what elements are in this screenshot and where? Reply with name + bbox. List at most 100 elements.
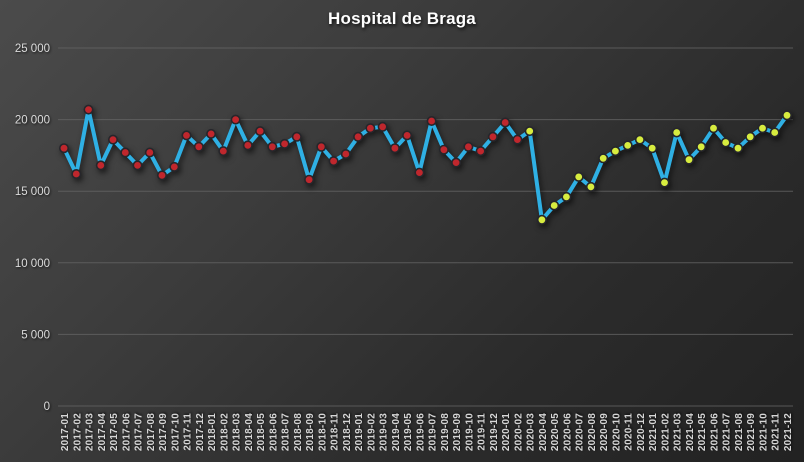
y-axis-tick-label: 5 000: [21, 329, 50, 341]
x-axis-tick-label: 2021-09: [746, 413, 757, 451]
x-axis-tick-label: 2017-07: [134, 413, 145, 451]
x-axis-tick-label: 2017-03: [85, 413, 96, 451]
x-axis-tick-label: 2018-04: [244, 413, 255, 451]
x-axis-tick-label: 2018-12: [342, 413, 353, 451]
data-point-marker: [781, 110, 792, 121]
data-point-marker: [242, 140, 253, 151]
data-point-marker: [683, 154, 694, 165]
trend-line: [62, 107, 789, 222]
x-axis-tick-label: 2018-08: [293, 413, 304, 451]
y-axis-tick-label: 10 000: [15, 258, 50, 270]
y-axis-tick-label: 25 000: [15, 43, 50, 55]
data-point-marker: [340, 149, 351, 160]
data-point-marker: [463, 141, 474, 152]
data-point-marker: [708, 123, 719, 134]
x-axis-tick-label: 2019-11: [477, 413, 488, 451]
x-axis-tick-label: 2019-07: [428, 413, 439, 451]
x-axis-tick-label: 2017-05: [109, 413, 120, 451]
data-point-marker: [193, 141, 204, 152]
data-point-marker: [218, 146, 229, 157]
data-point-marker: [389, 143, 400, 154]
data-point-marker: [206, 128, 217, 139]
x-axis-tick-label: 2021-08: [734, 413, 745, 451]
x-axis-tick-label: 2019-12: [489, 413, 500, 451]
x-axis-tick-label: 2021-03: [673, 413, 684, 451]
x-axis-tick-label: 2017-04: [97, 413, 108, 451]
data-point-marker: [414, 167, 425, 178]
chart-title: Hospital de Braga: [328, 9, 476, 28]
data-point-marker: [279, 138, 290, 149]
data-point-marker: [304, 174, 315, 185]
x-axis-tick-label: 2019-03: [379, 413, 390, 451]
y-axis-tick-label: 0: [44, 401, 50, 413]
data-point-marker: [512, 134, 523, 145]
x-axis-tick-label: 2021-06: [709, 413, 720, 451]
data-point-marker: [426, 116, 437, 127]
data-point-marker: [181, 130, 192, 141]
x-axis-tick-label: 2017-09: [158, 413, 169, 451]
x-axis-tick-label: 2017-08: [146, 413, 157, 451]
data-point-marker: [659, 177, 670, 188]
x-axis-tick-label: 2018-07: [281, 413, 292, 451]
x-axis-tick-label: 2017-01: [60, 413, 71, 451]
data-point-marker: [157, 170, 168, 181]
x-axis-tick-label: 2018-06: [268, 413, 279, 451]
data-point-marker: [536, 214, 547, 225]
x-axis-tick-label: 2019-10: [464, 413, 475, 451]
data-point-marker: [144, 147, 155, 158]
data-point-marker: [328, 156, 339, 167]
data-point-marker: [108, 134, 119, 145]
data-point-marker: [95, 160, 106, 171]
data-point-marker: [255, 126, 266, 137]
data-point-marker: [402, 130, 413, 141]
x-axis-tick-label: 2020-03: [526, 413, 537, 451]
data-series: [58, 104, 792, 225]
data-point-marker: [757, 123, 768, 134]
data-point-marker: [696, 141, 707, 152]
data-point-marker: [71, 169, 82, 180]
x-axis-tick-label: 2018-11: [330, 413, 341, 451]
data-point-marker: [353, 131, 364, 142]
x-axis-tick-label: 2020-06: [562, 413, 573, 451]
data-point-marker: [438, 144, 449, 155]
data-point-marker: [524, 126, 535, 137]
data-point-marker: [647, 143, 658, 154]
data-point-marker: [598, 153, 609, 164]
data-point-marker: [549, 200, 560, 211]
data-point-marker: [500, 117, 511, 128]
x-axis-tick-label: 2021-10: [758, 413, 769, 451]
x-axis-tick-label: 2018-03: [232, 413, 243, 451]
data-point-marker: [451, 157, 462, 168]
data-point-marker: [585, 181, 596, 192]
x-axis-tick-label: 2019-04: [391, 413, 402, 451]
data-point-marker: [610, 146, 621, 157]
x-axis-tick-label: 2020-01: [501, 413, 512, 451]
x-axis-tick-label: 2021-01: [648, 413, 659, 451]
data-point-marker: [120, 147, 131, 158]
x-axis-tick-label: 2020-08: [587, 413, 598, 451]
x-axis-tick-label: 2020-07: [575, 413, 586, 451]
data-point-marker: [316, 141, 327, 152]
y-axis-tick-label: 20 000: [15, 115, 50, 127]
x-axis-tick-label: 2019-09: [452, 413, 463, 451]
data-point-marker: [561, 191, 572, 202]
data-point-marker: [720, 137, 731, 148]
data-point-marker: [745, 131, 756, 142]
x-axis-tick-label: 2019-05: [403, 413, 414, 451]
x-axis-tick-label: 2020-11: [624, 413, 635, 451]
data-point-marker: [487, 131, 498, 142]
data-point-marker: [132, 160, 143, 171]
x-axis-tick-label: 2018-10: [317, 413, 328, 451]
data-point-marker: [169, 161, 180, 172]
data-point-marker: [58, 143, 69, 154]
data-point-marker: [365, 123, 376, 134]
x-axis-tick-label: 2018-09: [305, 413, 316, 451]
data-point-marker: [475, 146, 486, 157]
x-axis-tick-label: 2017-11: [183, 413, 194, 451]
x-axis-tick-label: 2019-02: [366, 413, 377, 451]
x-axis-tick-label: 2021-02: [660, 413, 671, 451]
data-point-marker: [573, 171, 584, 182]
data-point-marker: [291, 131, 302, 142]
